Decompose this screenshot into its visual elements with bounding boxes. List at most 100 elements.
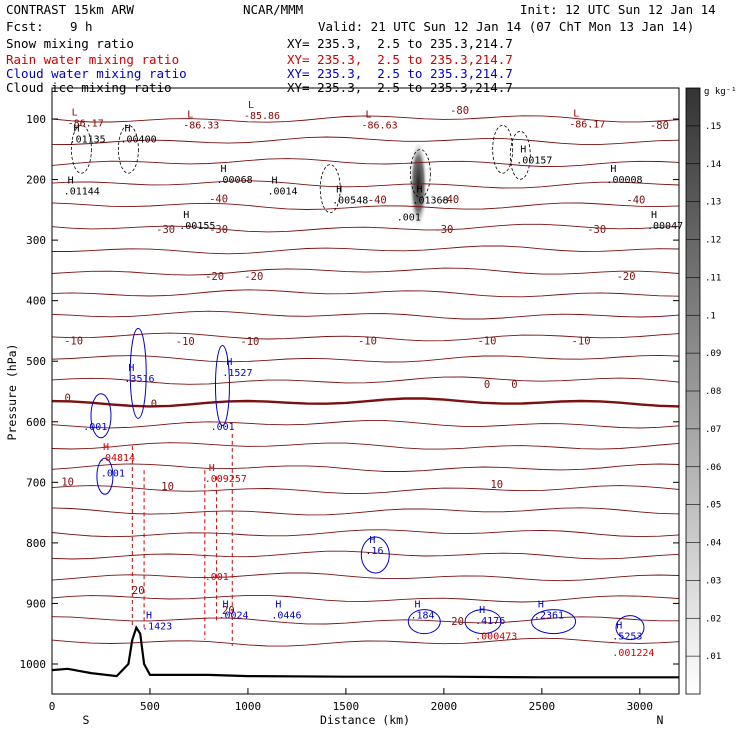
extremum-mark: H [68, 175, 74, 186]
cloud-water-contour [90, 393, 112, 439]
temperature-label: 20 [222, 605, 235, 617]
colorbar-label: .15 [705, 122, 721, 132]
extremum-mark: H [479, 605, 485, 616]
forecast-hour: 9 h [70, 19, 93, 34]
extremum-value: .0014 [267, 186, 297, 197]
y-tick-label: 500 [26, 355, 46, 368]
snow-contour [492, 124, 514, 174]
extremum-mark: H [369, 535, 375, 546]
temperature-label: -30 [156, 224, 175, 236]
terrain-line [51, 625, 679, 679]
temperature-label: 0 [65, 393, 71, 405]
temperature-label: 10 [61, 477, 74, 489]
colorbar-label: .1 [705, 311, 716, 321]
valid-time: Valid: 21 UTC Sun 12 Jan 14 (07 ChT Mon … [318, 19, 695, 34]
y-tick-label: 200 [26, 174, 46, 187]
colorbar-label: .02 [705, 614, 721, 624]
temperature-label: -20 [617, 271, 636, 283]
snow-contour [70, 124, 92, 174]
y-tick-label: 700 [26, 476, 46, 489]
temperature-contour [51, 223, 680, 233]
extremum-value: .00047 [647, 221, 683, 232]
colorbar-label: .07 [705, 425, 721, 435]
colorbar-label: .08 [705, 387, 721, 397]
extremum-mark: L [573, 108, 579, 119]
extremum-value: .1423 [142, 621, 172, 632]
extremum-value: .00008 [606, 175, 642, 186]
temperature-label: -10 [176, 336, 195, 348]
field-name-snow: Snow mixing ratio [6, 36, 134, 51]
temperature-contour [51, 115, 680, 123]
temperature-contour [51, 637, 680, 647]
extremum-mark: H [128, 363, 134, 374]
extremum-mark: H [183, 210, 189, 221]
extremum-value: .01144 [64, 186, 100, 197]
extremum-mark: L [187, 109, 193, 120]
temperature-label: 10 [490, 479, 503, 491]
colorbar-label: .05 [705, 501, 721, 511]
extremum-mark: H [103, 442, 109, 453]
temperature-contour [51, 485, 680, 494]
temperature-label: 20 [132, 585, 145, 597]
colorbar-label: .11 [705, 273, 721, 283]
temperature-label: 0 [151, 399, 157, 411]
y-tick-label: 600 [26, 416, 46, 429]
extremum-value: .00548 [332, 196, 368, 207]
temperature-contour [51, 202, 680, 210]
extremum-value: -85.86 [244, 111, 280, 122]
organization-label: NCAR/MMM [243, 2, 304, 17]
extremum-value: .009257 [205, 474, 247, 485]
extremum-value: .3516 [124, 374, 154, 385]
extremum-mark: H [74, 123, 80, 134]
extremum-mark: H [414, 599, 420, 610]
extremum-value: -86.17 [569, 119, 605, 130]
temperature-contour [51, 310, 680, 320]
temperature-label: 0 [484, 379, 490, 391]
cloud-water-contour [214, 344, 230, 426]
extremum-value: -86.33 [183, 120, 219, 131]
extremum-value: .00155 [179, 221, 215, 232]
extremum-value: .001 [101, 469, 125, 480]
temperature-contour [51, 550, 680, 560]
extremum-value: .001224 [612, 648, 654, 659]
temperature-contour [51, 572, 680, 582]
extremum-value: .0446 [271, 610, 301, 621]
extremum-value: .184 [410, 610, 434, 621]
x-tick-label: 1500 [333, 700, 360, 713]
temperature-label: -40 [209, 193, 228, 205]
cloud-water-contour [464, 609, 502, 635]
temperature-contour [51, 507, 680, 516]
snow-contour [319, 164, 341, 214]
extremum-mark: H [610, 164, 616, 175]
y-tick-label: 800 [26, 537, 46, 550]
colorbar-label: .04 [705, 539, 721, 549]
cloud-water-contour [96, 457, 114, 495]
temperature-label: -40 [440, 194, 459, 206]
south-label: S [83, 713, 90, 727]
temperature-contour [51, 529, 680, 538]
temperature-label: 0 [511, 379, 517, 391]
temperature-contour [51, 332, 680, 342]
extremum-mark: L [248, 100, 254, 111]
y-axis-label: Pressure (hPa) [5, 344, 19, 441]
y-tick-label: 400 [26, 295, 46, 308]
y-tick-label: 100 [26, 113, 46, 126]
colorbar-label: .13 [705, 198, 721, 208]
colorbar-unit: g kg⁻¹ [704, 87, 737, 97]
y-tick-label: 900 [26, 597, 46, 610]
temperature-label: -40 [368, 195, 387, 207]
field-xy-rain: XY= 235.3, 2.5 to 235.3,214.7 [287, 52, 513, 67]
field-name-rain: Rain water mixing ratio [6, 52, 180, 67]
extremum-value: -86.17 [68, 119, 104, 130]
extremum-value: .001 [83, 422, 107, 433]
extremum-mark: H [651, 210, 657, 221]
cloud-water-contour [531, 609, 577, 635]
y-tick-label: 1000 [20, 658, 47, 671]
extremum-value: -86.63 [362, 120, 398, 131]
temperature-label: -20 [244, 271, 263, 283]
temperature-label: -30 [209, 224, 228, 236]
extremum-value: .00400 [120, 134, 156, 145]
colorbar-label: .12 [705, 236, 721, 246]
north-label: N [657, 713, 664, 727]
